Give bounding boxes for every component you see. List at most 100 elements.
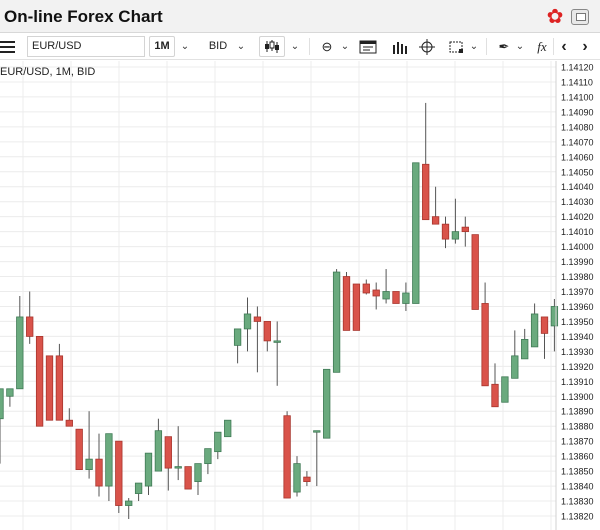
- candle-body-up: [204, 448, 212, 465]
- candle-body-down: [115, 440, 123, 506]
- price-tick-label: 1.13940: [561, 332, 594, 342]
- candle-body-up: [154, 430, 163, 472]
- candle-body-down: [481, 303, 489, 387]
- candle: [95, 433, 103, 497]
- candle: [471, 234, 479, 310]
- price-tick-label: 1.14000: [561, 242, 594, 252]
- settings-icon[interactable]: ✿: [546, 6, 564, 28]
- candle: [521, 328, 529, 360]
- candle: [55, 343, 64, 421]
- price-tick-label: 1.13840: [561, 482, 594, 492]
- candle: [412, 162, 420, 304]
- candle-body-up: [105, 433, 113, 487]
- candle: [441, 216, 450, 249]
- price-tick-label: 1.13960: [561, 302, 594, 312]
- candle: [16, 295, 24, 390]
- candle: [362, 279, 370, 295]
- chevron-down-icon[interactable]: ⌄: [515, 41, 525, 52]
- candle-body-up: [214, 431, 222, 453]
- bars-icon[interactable]: [391, 36, 409, 57]
- candlestick-icon[interactable]: [259, 36, 285, 57]
- price-tick-label: 1.13850: [561, 467, 594, 477]
- candle-body-up: [174, 466, 182, 469]
- candle-body-down: [55, 355, 64, 421]
- candle: [105, 433, 113, 502]
- price-tick-label: 1.13860: [561, 452, 594, 462]
- candle-body-down: [422, 163, 430, 221]
- popout-icon[interactable]: [571, 9, 589, 25]
- candle: [154, 418, 163, 472]
- candle-body-up: [144, 452, 153, 487]
- candle-body-down: [372, 289, 380, 297]
- candle: [451, 198, 460, 244]
- candle: [491, 363, 499, 408]
- template-icon[interactable]: [358, 36, 378, 57]
- candle-body-down: [45, 355, 54, 421]
- toolbar-divider: [309, 38, 310, 55]
- candle: [540, 316, 549, 359]
- candle: [382, 269, 390, 304]
- toolbar-divider: [486, 38, 487, 55]
- candle: [530, 303, 539, 348]
- candle: [342, 272, 351, 331]
- window-title: On-line Forex Chart: [4, 7, 163, 26]
- price-tick-label: 1.13870: [561, 437, 594, 447]
- candle-body-down: [540, 316, 549, 334]
- chevron-down-icon[interactable]: ⌄: [180, 41, 190, 52]
- price-chart[interactable]: 1.14120 1.14110 1.14100 1.14090 1.14080 1.140…: [0, 61, 600, 530]
- candle: [194, 463, 202, 496]
- candle: [125, 498, 133, 519]
- price-tick-label: 1.14080: [561, 122, 594, 132]
- candle: [501, 376, 509, 403]
- crosshair-icon[interactable]: [418, 36, 436, 57]
- chevron-down-icon[interactable]: ⌄: [340, 41, 350, 52]
- price-tick-label: 1.14110: [561, 77, 593, 87]
- interval-button[interactable]: 1M: [149, 36, 175, 57]
- candle-body-up: [233, 328, 242, 346]
- price-tick-label: 1.14020: [561, 212, 594, 222]
- chevron-down-icon[interactable]: ⌄: [469, 41, 479, 52]
- candle-body-up: [521, 338, 529, 360]
- chevron-down-icon[interactable]: ⌄: [290, 41, 300, 52]
- candle-body-down: [253, 316, 262, 322]
- menu-icon[interactable]: [0, 41, 15, 53]
- candle: [283, 411, 291, 499]
- arrow-left-icon[interactable]: ‹: [561, 38, 567, 55]
- candle-body-up: [550, 306, 559, 327]
- candle-body-down: [35, 335, 44, 427]
- candle-body-down: [461, 226, 469, 233]
- price-tick-label: 1.14100: [561, 92, 594, 102]
- candle: [85, 411, 93, 479]
- candle: [224, 419, 232, 438]
- candle-body-up: [293, 463, 301, 493]
- candle: [134, 482, 143, 502]
- candle: [6, 388, 14, 407]
- candle-body-up: [16, 316, 24, 390]
- candle-body-up: [243, 313, 252, 330]
- price-tick-label: 1.13900: [561, 392, 594, 402]
- crop-icon[interactable]: [446, 36, 466, 57]
- symbol-input[interactable]: EUR/USD: [27, 36, 145, 57]
- candle: [144, 452, 153, 496]
- fx-icon[interactable]: fx: [537, 39, 547, 54]
- price-tick-label: 1.14120: [561, 63, 594, 73]
- candle-body-up: [530, 313, 539, 348]
- draw-icon[interactable]: ✒: [498, 39, 510, 54]
- candle-body-up: [273, 340, 281, 343]
- candle-body-up: [194, 463, 202, 482]
- candle: [293, 456, 301, 497]
- compare-icon[interactable]: ⊖: [321, 39, 333, 54]
- price-type-select[interactable]: BID: [208, 40, 228, 52]
- candle-body-down: [471, 234, 479, 310]
- arrow-right-icon[interactable]: ›: [582, 38, 588, 55]
- candle-body-down: [303, 476, 311, 482]
- candle-body-up: [6, 388, 14, 397]
- chevron-down-icon[interactable]: ⌄: [236, 41, 246, 52]
- price-axis: 1.14120 1.14110 1.14100 1.14090 1.14080 1.140…: [561, 63, 594, 522]
- candle-body-up: [323, 368, 331, 439]
- price-tick-label: 1.13970: [561, 287, 594, 297]
- candle: [45, 355, 54, 421]
- candle: [115, 440, 123, 514]
- candle: [204, 448, 212, 475]
- toolbar-divider: [553, 38, 554, 55]
